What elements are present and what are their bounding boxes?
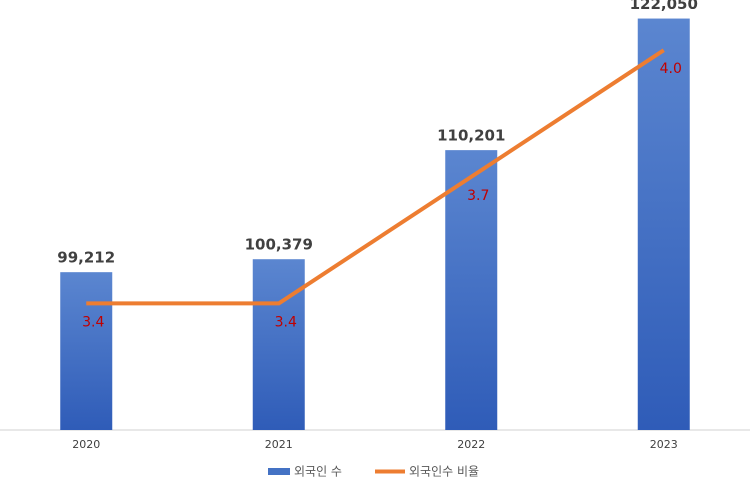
line-value-label: 3.4 bbox=[82, 314, 104, 330]
bar bbox=[445, 150, 498, 430]
bar-value-label: 99,212 bbox=[57, 249, 115, 267]
x-tick-label: 2023 bbox=[650, 438, 678, 451]
legend-swatch bbox=[268, 468, 290, 475]
line bbox=[86, 48, 665, 306]
bar bbox=[60, 272, 113, 430]
bar-value-label: 110,201 bbox=[437, 127, 505, 145]
bar bbox=[637, 18, 690, 431]
x-tick-label: 2022 bbox=[457, 438, 485, 451]
legend-label: 외국인수 비율 bbox=[409, 465, 479, 479]
bar bbox=[252, 259, 305, 430]
line-value-label: 4.0 bbox=[660, 61, 682, 77]
bar-value-label: 122,050 bbox=[630, 0, 698, 13]
x-tick-label: 2021 bbox=[265, 438, 293, 451]
x-tick-label: 2020 bbox=[72, 438, 100, 451]
line-value-label: 3.4 bbox=[275, 314, 297, 330]
line-value-label: 3.7 bbox=[467, 188, 489, 204]
bar-value-label: 100,379 bbox=[245, 236, 313, 254]
legend-label: 외국인 수 bbox=[294, 465, 342, 479]
